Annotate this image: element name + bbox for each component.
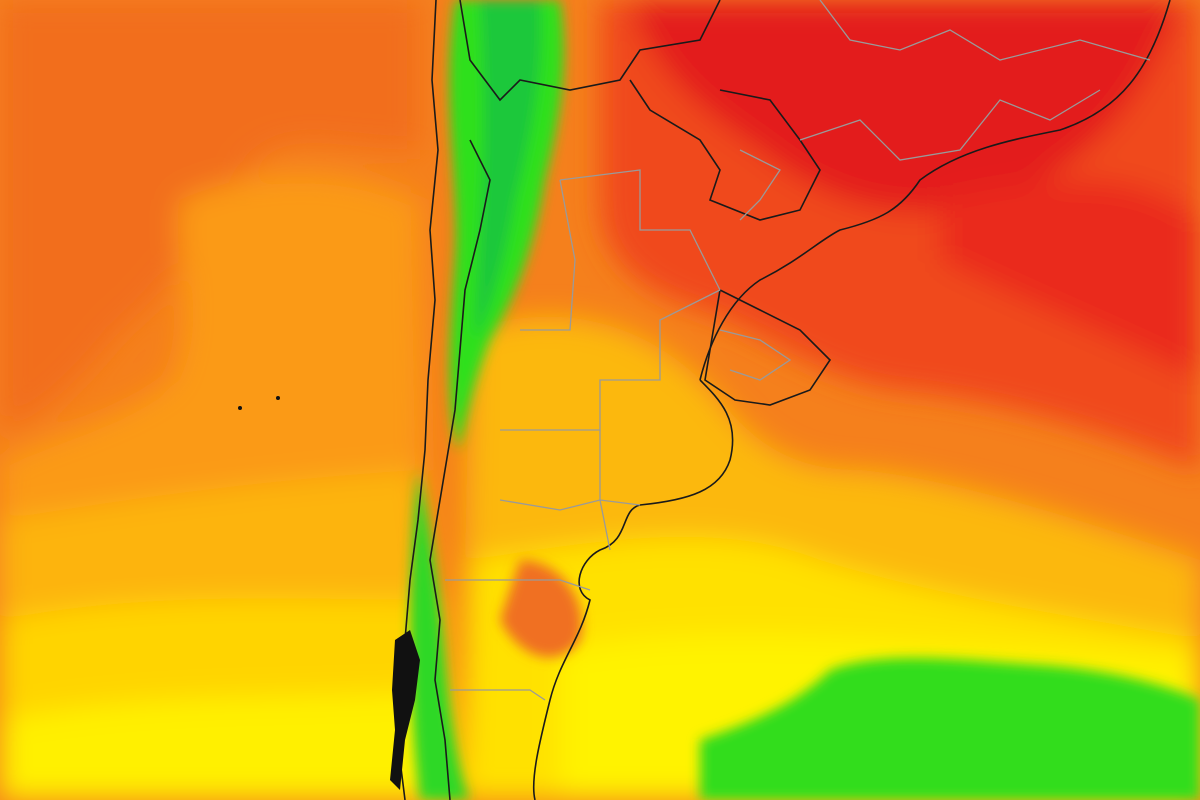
warm-patagonia	[500, 560, 582, 658]
province-line	[500, 289, 721, 431]
andes-cold-south	[410, 470, 470, 800]
province-line	[450, 689, 546, 701]
island	[238, 406, 242, 410]
andes-border	[429, 139, 491, 800]
state-line	[739, 149, 781, 221]
hot-ocean	[940, 180, 1200, 380]
northern-border	[459, 0, 721, 102]
cold-ocean-blob	[700, 658, 1200, 800]
cold-areas	[410, 0, 1200, 800]
state-line	[719, 329, 792, 381]
southern-islands	[238, 396, 420, 790]
argentina-coast	[532, 379, 734, 800]
uruguay-border	[704, 288, 832, 406]
province-line	[499, 499, 641, 511]
state-line	[799, 89, 1101, 161]
state-line	[819, 0, 1151, 61]
island	[276, 396, 280, 400]
province-line	[520, 179, 576, 331]
province-line	[445, 579, 591, 591]
province-line	[599, 430, 611, 551]
paraguay-border	[629, 79, 821, 221]
province-line	[559, 169, 721, 291]
andes-coldest-north	[475, 0, 541, 340]
coolest-zone-west	[0, 690, 440, 800]
hottest-zone	[630, 0, 1180, 212]
brazil-coast	[699, 0, 1171, 381]
archipelago	[390, 630, 420, 790]
province-borders	[445, 0, 1151, 701]
